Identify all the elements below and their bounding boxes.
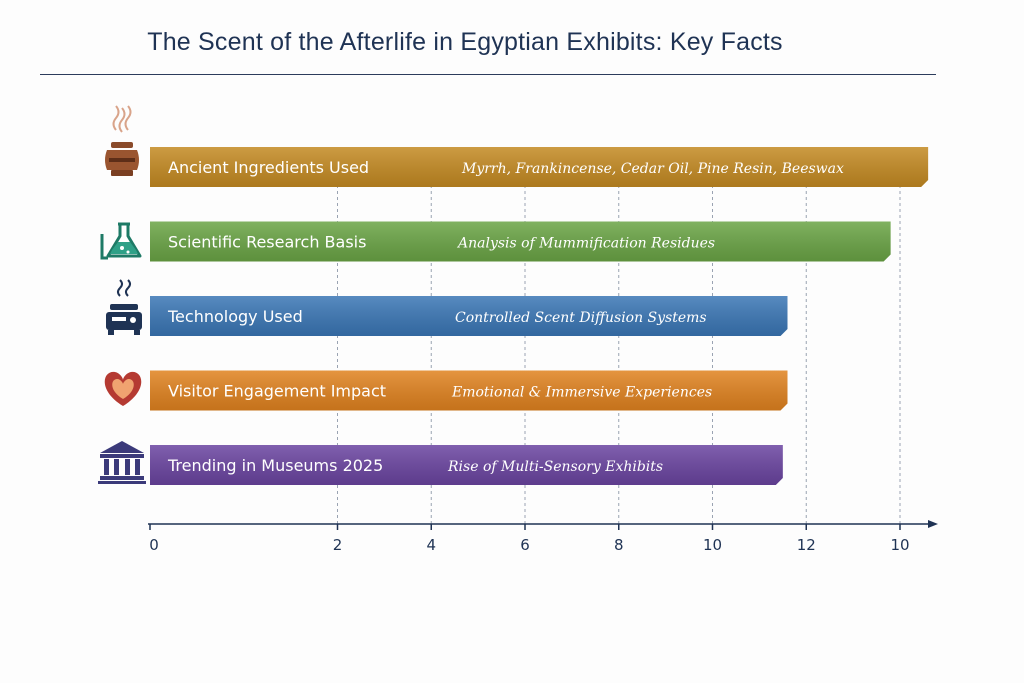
bar-label: Trending in Museums 2025 bbox=[167, 456, 383, 475]
title-divider bbox=[40, 74, 936, 75]
x-axis: 0 2 4 6 8 10 12 10 bbox=[148, 520, 938, 554]
category-icons bbox=[98, 105, 146, 484]
x-tick-label: 8 bbox=[614, 536, 624, 554]
incense-jar-icon bbox=[105, 105, 139, 176]
bar-detail-label: Analysis of Mummification Residues bbox=[456, 236, 715, 252]
bar-label: Ancient Ingredients Used bbox=[168, 158, 369, 177]
x-tick-label: 10 bbox=[703, 536, 722, 554]
bar-shading bbox=[150, 370, 788, 411]
bar-shading bbox=[150, 147, 929, 187]
heart-icon bbox=[104, 371, 142, 406]
bar-group: Trending in Museums 2025 Rise of Multi-Se… bbox=[150, 445, 783, 485]
bar-label: Visitor Engagement Impact bbox=[168, 382, 386, 401]
bar-group: Scientific Research Basis Analysis of Mum… bbox=[150, 221, 891, 262]
x-tick-label: 10 bbox=[890, 536, 909, 554]
bar-shading bbox=[150, 221, 891, 262]
chart-title: The Scent of the Afterlife in Egyptian E… bbox=[147, 28, 783, 56]
bar-label: Technology Used bbox=[167, 307, 303, 326]
bar-group: Technology Used Controlled Scent Diffusio… bbox=[150, 296, 788, 336]
x-tick-label: 0 bbox=[149, 536, 159, 554]
bar-detail-label: Emotional & Immersive Experiences bbox=[451, 385, 712, 401]
x-axis-arrow bbox=[928, 520, 938, 528]
bar-shading bbox=[150, 445, 783, 485]
x-tick-label: 2 bbox=[333, 536, 343, 554]
flask-icon bbox=[100, 222, 142, 260]
bar-group: Ancient Ingredients Used Myrrh, Frankince… bbox=[150, 147, 929, 187]
x-tick-label: 6 bbox=[520, 536, 530, 554]
bar-detail-label: Controlled Scent Diffusion Systems bbox=[455, 310, 707, 326]
diffuser-icon bbox=[106, 279, 142, 335]
bar-group: Visitor Engagement Impact Emotional & Imm… bbox=[150, 370, 788, 411]
x-tick-label: 12 bbox=[797, 536, 816, 554]
bar-shading bbox=[150, 296, 788, 336]
bar-detail-label: Myrrh, Frankincense, Cedar Oil, Pine Res… bbox=[461, 161, 844, 177]
bar-detail-label: Rise of Multi-Sensory Exhibits bbox=[447, 459, 663, 475]
museum-icon bbox=[98, 441, 146, 484]
x-tick-label: 4 bbox=[426, 536, 436, 554]
bar-label: Scientific Research Basis bbox=[168, 233, 366, 252]
bars: Ancient Ingredients Used Myrrh, Frankince… bbox=[150, 147, 929, 485]
